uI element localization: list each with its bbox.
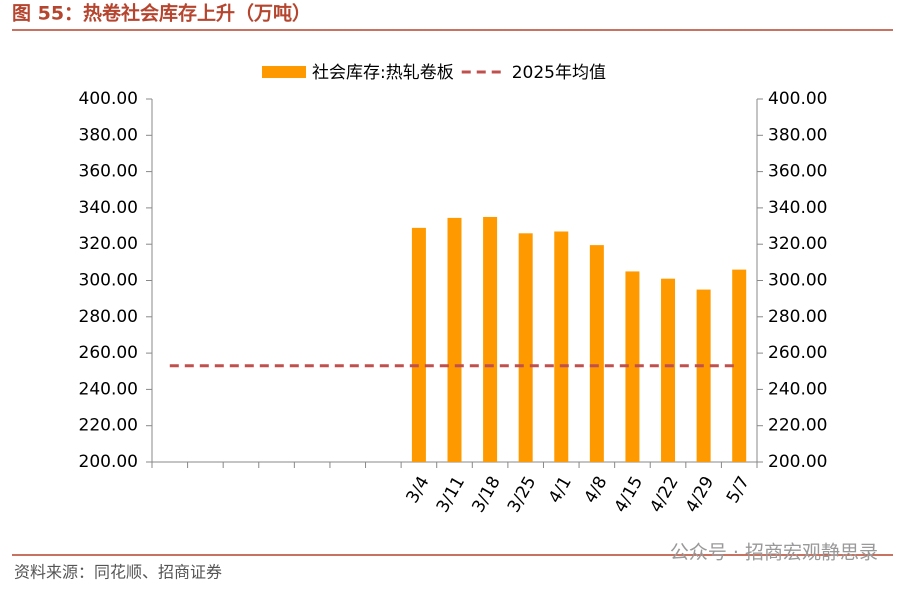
bar [589, 245, 604, 462]
y-tick-label: 200.00 [79, 452, 138, 472]
y-tick-label: 320.00 [79, 234, 138, 254]
y2-tick-label: 280.00 [768, 307, 827, 327]
y-tick-label: 400.00 [79, 89, 138, 109]
y2-tick-label: 220.00 [768, 416, 827, 436]
y2-tick-label: 300.00 [768, 271, 827, 291]
y-tick-label: 340.00 [79, 198, 138, 218]
x-tick-label: 3/25 [504, 473, 540, 516]
x-tick-label: 4/29 [682, 473, 718, 516]
legend-label: 2025年均值 [512, 63, 606, 83]
y-tick-label: 260.00 [79, 343, 138, 363]
x-tick-label: 4/15 [611, 473, 647, 516]
legend-label: 社会库存:热轧卷板 [312, 63, 454, 83]
watermark: 公众号 · 招商宏观静思录 [670, 542, 878, 564]
y-tick-label: 280.00 [79, 307, 138, 327]
x-tick-label: 4/22 [646, 473, 682, 516]
y2-tick-label: 360.00 [768, 162, 827, 182]
y-tick-label: 380.00 [79, 125, 138, 145]
y2-tick-label: 260.00 [768, 343, 827, 363]
bar [518, 233, 533, 462]
x-tick-label: 5/7 [723, 473, 754, 507]
source: 资料来源：同花顺、招商证券 [14, 563, 222, 582]
y-tick-label: 220.00 [79, 416, 138, 436]
x-tick-label: 4/8 [581, 473, 612, 507]
bar [696, 289, 711, 462]
bar [411, 227, 426, 462]
bar [661, 278, 676, 462]
y2-tick-label: 320.00 [768, 234, 827, 254]
bar [447, 217, 462, 462]
bar [483, 216, 498, 462]
y-tick-label: 300.00 [79, 271, 138, 291]
y-tick-label: 240.00 [79, 379, 138, 399]
bar [625, 271, 640, 462]
x-tick-label: 4/1 [545, 473, 576, 507]
y-tick-label: 360.00 [79, 162, 138, 182]
y2-tick-label: 400.00 [768, 89, 827, 109]
y2-tick-label: 240.00 [768, 379, 827, 399]
bar [732, 269, 747, 462]
y2-tick-label: 340.00 [768, 198, 827, 218]
x-tick-label: 3/18 [468, 473, 504, 516]
legend-swatch [262, 66, 306, 78]
x-tick-label: 3/4 [403, 473, 434, 507]
y2-tick-label: 380.00 [768, 125, 827, 145]
x-tick-label: 3/11 [433, 473, 469, 516]
bar [554, 231, 569, 462]
y2-tick-label: 200.00 [768, 452, 827, 472]
figure-title: 图 55：热卷社会库存上升（万吨） [12, 2, 311, 25]
